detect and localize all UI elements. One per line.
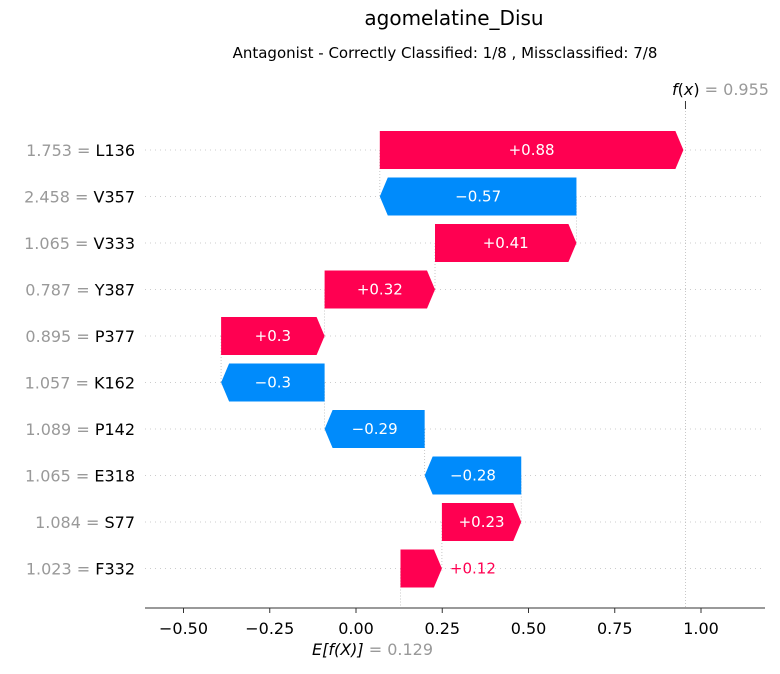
feature-value: 1.089 = bbox=[25, 420, 94, 439]
x-tick-label: 0.25 bbox=[424, 619, 460, 638]
positive-bar bbox=[435, 224, 577, 262]
x-tick-label: 1.00 bbox=[683, 619, 719, 638]
base-value-label: E[f(X)] bbox=[312, 640, 364, 659]
feature-labels: +0.88 1.753 = L136 −0.57 2.458 = V357 +0.41 1… bbox=[24, 141, 554, 579]
feature-label: 1.023 = F332 bbox=[26, 560, 135, 579]
feature-name: V357 bbox=[94, 188, 135, 207]
base-value-annotation: E[f(X)] = 0.129 bbox=[312, 640, 433, 659]
feature-value: 0.787 = bbox=[25, 281, 94, 300]
feature-name: Y387 bbox=[94, 281, 135, 300]
positive-bar bbox=[441, 503, 522, 541]
feature-label: 1.065 = E318 bbox=[25, 467, 135, 486]
feature-name: L136 bbox=[96, 141, 135, 160]
feature-value: 1.084 = bbox=[35, 513, 104, 532]
chart-subtitle: Antagonist - Correctly Classified: 1/8 ,… bbox=[233, 44, 658, 62]
fx-arg: x bbox=[683, 80, 694, 99]
feature-label: 1.057 = K162 bbox=[25, 374, 135, 393]
feature-value: 1.065 = bbox=[24, 234, 93, 253]
fx-annotation: f(x) = 0.955 bbox=[672, 80, 769, 99]
positive-bar bbox=[400, 549, 442, 588]
feature-label: 1.753 = L136 bbox=[26, 141, 135, 160]
feature-name: P377 bbox=[95, 327, 135, 346]
feature-name: F332 bbox=[95, 560, 135, 579]
negative-bar bbox=[424, 456, 522, 495]
bar-value-label: +0.41 bbox=[483, 234, 529, 252]
bar-value-label: −0.3 bbox=[255, 374, 291, 392]
fx-paren-open: ( bbox=[678, 80, 684, 99]
bar-value-label: +0.88 bbox=[509, 141, 555, 159]
negative-bar bbox=[324, 410, 425, 448]
feature-label: 1.084 = S77 bbox=[35, 513, 135, 532]
bar-value-label: −0.29 bbox=[352, 420, 398, 438]
bar-value-label: −0.57 bbox=[455, 188, 501, 206]
feature-value: 1.057 = bbox=[25, 374, 94, 393]
feature-label: 0.787 = Y387 bbox=[25, 281, 135, 300]
bar-value-label: −0.28 bbox=[450, 467, 496, 485]
chart-title: agomelatine_Disu bbox=[364, 6, 543, 30]
feature-name: P142 bbox=[95, 420, 135, 439]
positive-bar bbox=[221, 317, 325, 355]
negative-bar bbox=[221, 363, 325, 402]
positive-bar bbox=[379, 131, 684, 169]
x-axis: −0.50 −0.25 0.00 0.25 0.50 0.75 1.00 bbox=[145, 607, 765, 638]
feature-value: 0.895 = bbox=[25, 327, 94, 346]
bar-value-label: +0.3 bbox=[255, 327, 291, 345]
bars bbox=[221, 131, 684, 588]
feature-name: E318 bbox=[94, 467, 135, 486]
annotations: E[f(X)] = 0.129 f(x) = 0.955 bbox=[312, 80, 769, 659]
base-value-number: = 0.129 bbox=[364, 640, 433, 659]
bar-value-label: +0.23 bbox=[459, 513, 505, 531]
x-tick-label: −0.50 bbox=[159, 619, 208, 638]
feature-value: 1.753 = bbox=[26, 141, 95, 160]
feature-name: S77 bbox=[104, 513, 135, 532]
x-tick-label: 0.00 bbox=[338, 619, 374, 638]
positive-bar bbox=[324, 270, 436, 309]
bar-value-label: +0.32 bbox=[357, 281, 403, 299]
fx-function: f bbox=[672, 80, 680, 99]
x-tick-label: −0.25 bbox=[245, 619, 294, 638]
bar-value-label: +0.12 bbox=[450, 560, 496, 578]
feature-name: K162 bbox=[94, 374, 135, 393]
feature-value: 1.023 = bbox=[26, 560, 95, 579]
feature-value: 2.458 = bbox=[24, 188, 93, 207]
feature-label: 1.065 = V333 bbox=[24, 234, 135, 253]
feature-label: 0.895 = P377 bbox=[25, 327, 135, 346]
feature-label: 1.089 = P142 bbox=[25, 420, 135, 439]
fx-value: = 0.955 bbox=[700, 80, 769, 99]
feature-label: 2.458 = V357 bbox=[24, 188, 135, 207]
x-tick-label: 0.50 bbox=[511, 619, 547, 638]
negative-bar bbox=[379, 177, 577, 216]
feature-value: 1.065 = bbox=[25, 467, 94, 486]
fx-paren-close: ) bbox=[693, 80, 699, 99]
feature-name: V333 bbox=[94, 234, 135, 253]
x-tick-label: 0.75 bbox=[597, 619, 633, 638]
